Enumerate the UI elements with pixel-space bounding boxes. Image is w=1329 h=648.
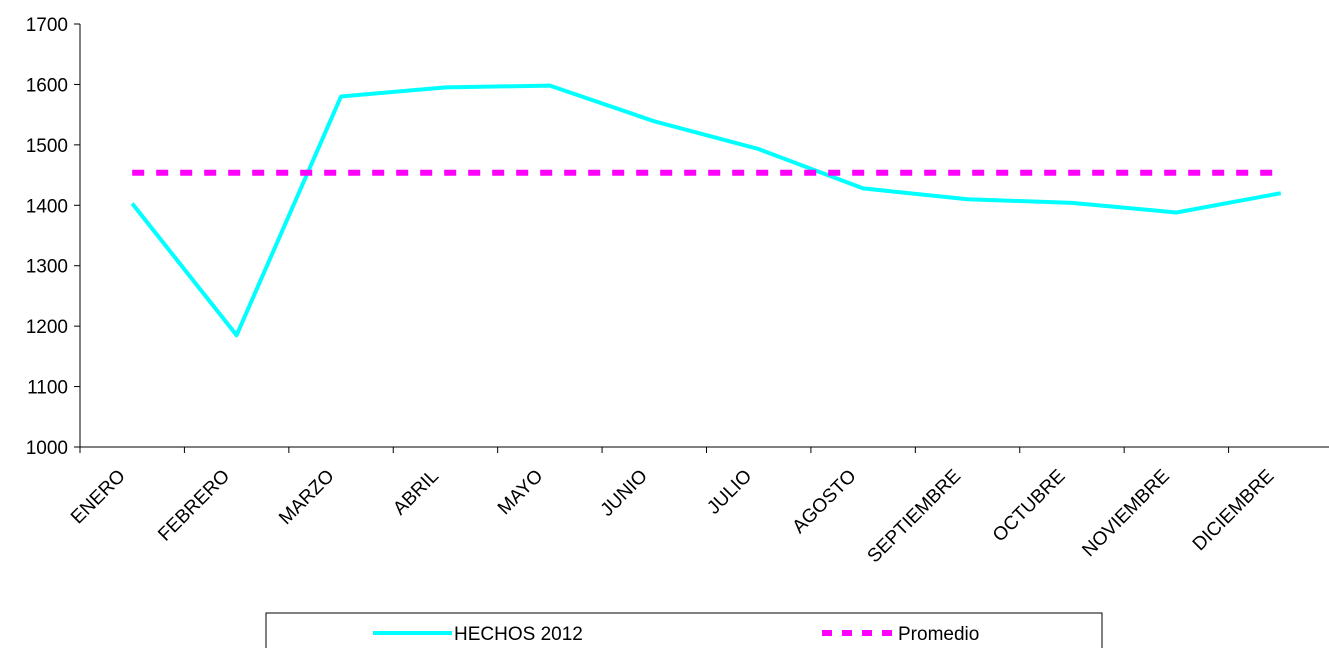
series-layer bbox=[130, 83, 1282, 338]
x-tick-label: JUNIO bbox=[597, 466, 652, 521]
x-tick-label: OCTUBRE bbox=[989, 466, 1070, 547]
x-tick-label: NOVIEMBRE bbox=[1078, 466, 1173, 561]
chart-axes bbox=[79, 24, 1329, 448]
y-tick-label: 1200 bbox=[26, 317, 68, 338]
x-tick-label: JULIO bbox=[703, 466, 756, 519]
x-tick-label: FEBRERO bbox=[154, 466, 234, 546]
x-tick-label: MAYO bbox=[494, 466, 547, 519]
legend-label-promedio: Promedio bbox=[898, 624, 979, 645]
y-axis-ticks: 1000 1100 1200 1300 1400 1500 1600 1700 bbox=[26, 15, 80, 459]
x-tick-label: MARZO bbox=[275, 466, 338, 529]
x-tick-label: AGOSTO bbox=[789, 466, 861, 538]
y-tick-label: 1600 bbox=[26, 75, 68, 96]
y-tick-label: 1400 bbox=[26, 196, 68, 217]
x-tick-label: ABRIL bbox=[389, 466, 443, 520]
x-tick-label: DICIEMBRE bbox=[1189, 466, 1279, 556]
x-axis-ticks: ENERO FEBRERO MARZO ABRIL MAYO JUNIO JULIO AGOS… bbox=[67, 447, 1279, 567]
y-tick-label: 1500 bbox=[26, 136, 68, 157]
y-tick-label: 1700 bbox=[26, 15, 68, 36]
legend: HECHOS 2012 Promedio bbox=[265, 612, 1103, 648]
y-tick-label: 1000 bbox=[26, 438, 68, 459]
x-tick-label: SEPTIEMBRE bbox=[864, 466, 965, 567]
series-line-hechos-2012 bbox=[130, 83, 1282, 338]
legend-label-hechos-2012: HECHOS 2012 bbox=[454, 624, 583, 645]
legend-box bbox=[265, 612, 1103, 648]
y-tick-label: 1100 bbox=[27, 378, 68, 399]
x-tick-label: ENERO bbox=[67, 466, 130, 529]
y-tick-label: 1300 bbox=[26, 257, 68, 278]
